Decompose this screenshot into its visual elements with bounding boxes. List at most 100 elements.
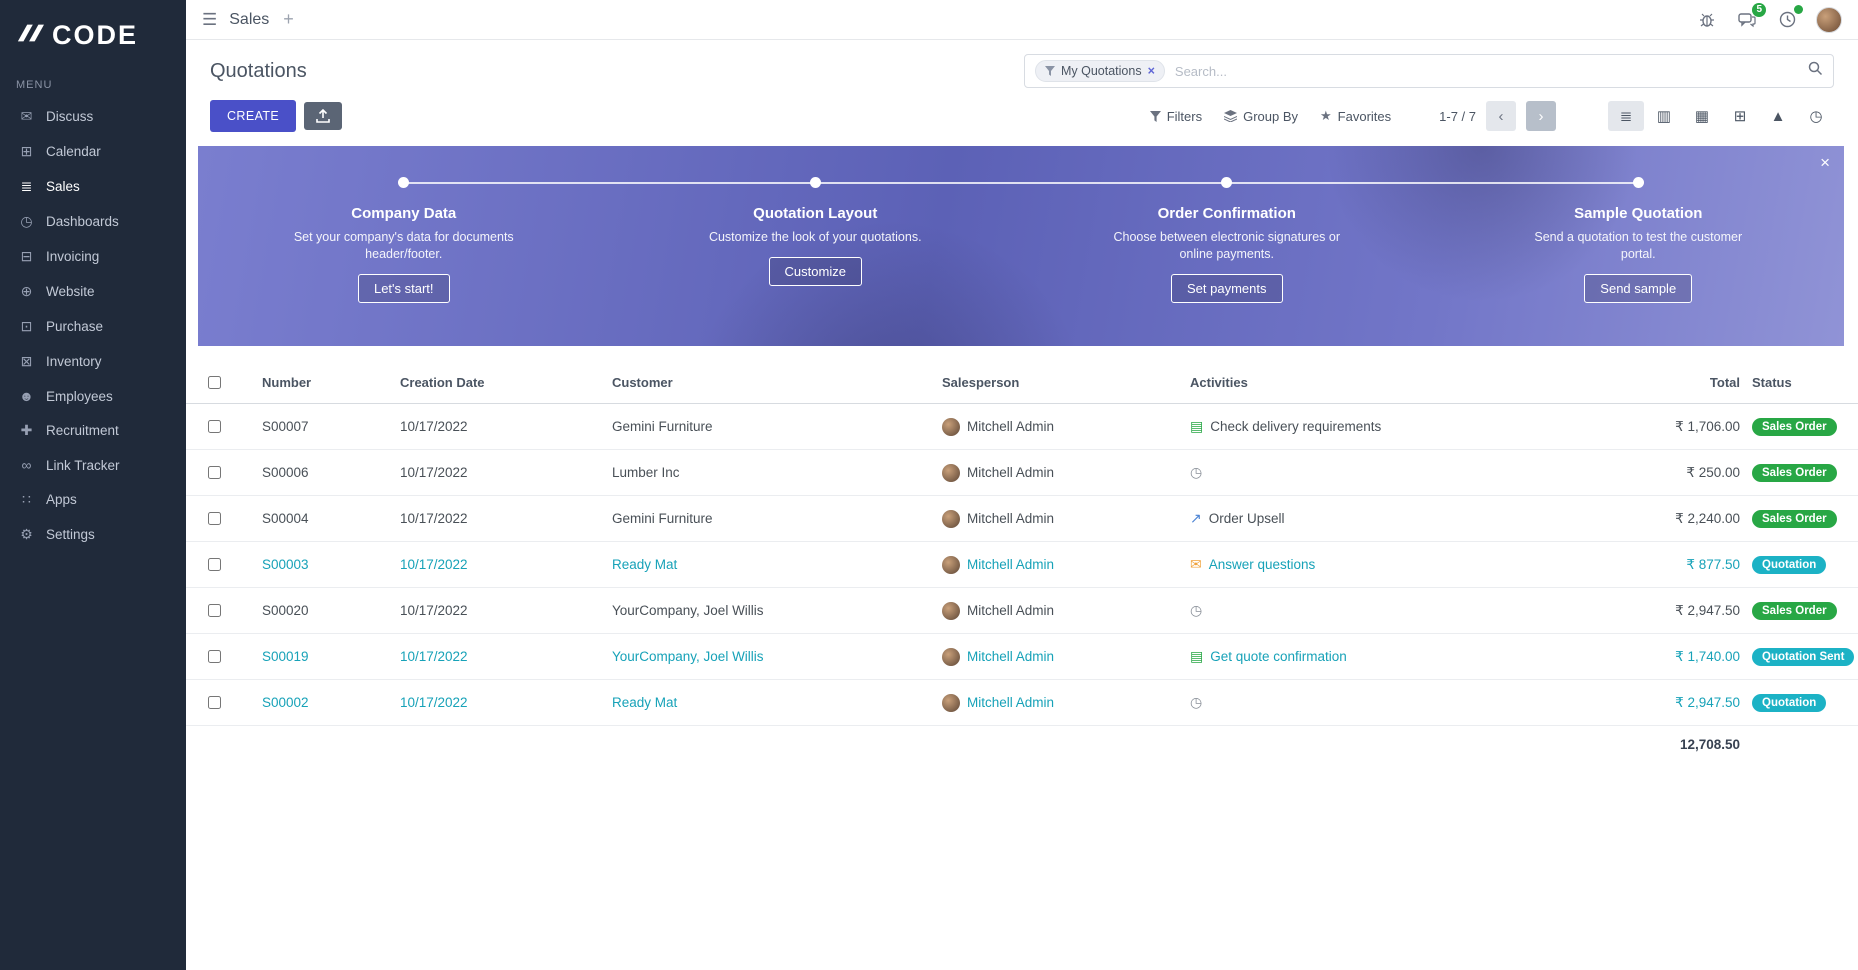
sidebar-item-recruitment[interactable]: ✚ Recruitment [0, 413, 186, 448]
hamburger-menu-icon[interactable]: ☰ [202, 9, 218, 29]
sidebar-item-purchase[interactable]: ⊡ Purchase [0, 309, 186, 344]
banner-close-icon[interactable]: × [1820, 153, 1830, 172]
bug-icon[interactable] [1696, 9, 1718, 31]
search-facet-my-quotations[interactable]: My Quotations × [1035, 60, 1165, 82]
calendar-icon: ⊞ [20, 143, 33, 159]
table-row[interactable]: S00020 10/17/2022 YourCompany, Joel Will… [186, 588, 1858, 634]
create-button[interactable]: CREATE [210, 100, 297, 132]
sidebar-item-label: Discuss [46, 109, 94, 124]
send-sample-button[interactable]: Send sample [1584, 273, 1693, 303]
lets-start-button[interactable]: Let's start! [357, 273, 450, 303]
purchase-icon: ⊡ [20, 318, 33, 334]
favorites-button[interactable]: ★ Favorites [1320, 108, 1391, 124]
search-bar[interactable]: My Quotations × [1024, 54, 1834, 88]
cell-number: S00007 [262, 419, 309, 434]
sidebar-item-sales[interactable]: ≣ Sales [0, 169, 186, 204]
pager-previous-button[interactable]: ‹ [1486, 101, 1516, 131]
graph-view-icon[interactable]: ▲ [1760, 101, 1796, 131]
calendar-view-icon[interactable]: ▦ [1684, 101, 1720, 131]
select-all-checkbox[interactable] [208, 376, 221, 389]
user-avatar[interactable] [1816, 6, 1842, 33]
messages-icon[interactable]: 5 [1736, 2, 1766, 31]
sidebar-item-label: Inventory [46, 354, 102, 369]
sidebar-item-apps[interactable]: ∷ Apps [0, 482, 186, 517]
activity-view-icon[interactable]: ◷ [1798, 101, 1834, 131]
cell-salesperson: Mitchell Admin [967, 557, 1055, 572]
row-checkbox[interactable] [208, 650, 221, 663]
header-status[interactable]: Status [1752, 375, 1792, 390]
table-row[interactable]: S00004 10/17/2022 Gemini Furniture Mitch… [186, 496, 1858, 542]
sidebar-item-settings[interactable]: ⚙ Settings [0, 517, 186, 552]
group-by-label: Group By [1243, 108, 1299, 124]
row-checkbox[interactable] [208, 512, 221, 525]
table-row[interactable]: S00003 10/17/2022 Ready Mat Mitchell Adm… [186, 542, 1858, 588]
cell-customer: Lumber Inc [612, 465, 680, 480]
facet-remove-icon[interactable]: × [1147, 64, 1155, 78]
cell-activity: Order Upsell [1208, 511, 1285, 526]
search-input[interactable] [1172, 62, 1800, 80]
header-total[interactable]: Total [1709, 375, 1740, 390]
chart-activity-icon: ↗ [1190, 510, 1202, 526]
cell-creation-date: 10/17/2022 [400, 557, 468, 572]
row-checkbox[interactable] [208, 604, 221, 617]
customize-button[interactable]: Customize [768, 256, 862, 286]
header-customer[interactable]: Customer [612, 375, 673, 390]
settings-icon: ⚙ [20, 526, 33, 542]
table-header-row: Number Creation Date Customer Salesperso… [186, 362, 1858, 404]
sidebar-item-employees[interactable]: ☻ Employees [0, 379, 186, 413]
row-checkbox[interactable] [208, 466, 221, 479]
group-by-button[interactable]: Group By [1224, 109, 1298, 124]
sidebar-item-link-tracker[interactable]: ∞ Link Tracker [0, 448, 186, 482]
row-checkbox[interactable] [208, 420, 221, 433]
sidebar-item-label: Calendar [46, 144, 101, 159]
step-dot [1221, 177, 1233, 188]
activities-clock-icon[interactable] [1776, 4, 1803, 31]
row-checkbox[interactable] [208, 558, 221, 571]
sidebar-item-calendar[interactable]: ⊞ Calendar [0, 134, 186, 169]
apps-icon: ∷ [22, 491, 31, 507]
set-payments-button[interactable]: Set payments [1171, 273, 1283, 303]
list-view-icon[interactable]: ≣ [1608, 101, 1644, 131]
link-tracker-icon: ∞ [21, 457, 32, 473]
header-salesperson[interactable]: Salesperson [942, 375, 1020, 390]
pager-next-button[interactable]: › [1526, 101, 1556, 131]
onboarding-step-sample-quotation: Sample Quotation Send a quotation to tes… [1433, 177, 1845, 303]
inventory-icon: ⊠ [20, 353, 33, 369]
table-row[interactable]: S00019 10/17/2022 YourCompany, Joel Will… [186, 634, 1858, 680]
invoicing-icon: ⊟ [20, 248, 33, 264]
upload-icon [316, 109, 330, 123]
status-badge: Sales Order [1752, 601, 1837, 620]
cell-creation-date: 10/17/2022 [400, 419, 468, 434]
search-icon[interactable] [1808, 61, 1823, 81]
sidebar-item-label: Apps [46, 492, 77, 507]
table-row[interactable]: S00002 10/17/2022 Ready Mat Mitchell Adm… [186, 680, 1858, 726]
upload-button[interactable] [304, 102, 343, 130]
sidebar-item-discuss[interactable]: ✉ Discuss [0, 99, 186, 134]
salesperson-avatar [942, 509, 960, 528]
sidebar-item-label: Sales [46, 179, 80, 194]
sidebar-item-inventory[interactable]: ⊠ Inventory [0, 344, 186, 379]
table-row[interactable]: S00007 10/17/2022 Gemini Furniture Mitch… [186, 404, 1858, 450]
header-activities[interactable]: Activities [1190, 375, 1248, 390]
cell-customer: Ready Mat [612, 695, 678, 710]
header-number[interactable]: Number [262, 375, 312, 390]
add-tab-button[interactable]: + [283, 9, 294, 29]
table-footer-row: 12,708.50 [186, 726, 1858, 762]
pivot-view-icon[interactable]: ⊞ [1722, 101, 1758, 131]
cell-customer: YourCompany, Joel Willis [612, 649, 764, 664]
sidebar-item-label: Website [46, 284, 95, 299]
table-row[interactable]: S00006 10/17/2022 Lumber Inc Mitchell Ad… [186, 450, 1858, 496]
spreadsheet-activity-icon: ▤ [1190, 418, 1204, 434]
sidebar-item-invoicing[interactable]: ⊟ Invoicing [0, 239, 186, 274]
cell-number: S00003 [262, 557, 309, 572]
sidebar-item-website[interactable]: ⊕ Website [0, 274, 186, 309]
sidebar-item-dashboards[interactable]: ◷ Dashboards [0, 204, 186, 239]
filters-button[interactable]: Filters [1149, 109, 1202, 124]
cell-creation-date: 10/17/2022 [400, 511, 468, 526]
kanban-view-icon[interactable]: ▥ [1646, 101, 1682, 131]
status-badge: Quotation [1752, 693, 1827, 712]
header-creation-date[interactable]: Creation Date [400, 375, 485, 390]
row-checkbox[interactable] [208, 696, 221, 709]
step-title: Quotation Layout [753, 205, 878, 222]
